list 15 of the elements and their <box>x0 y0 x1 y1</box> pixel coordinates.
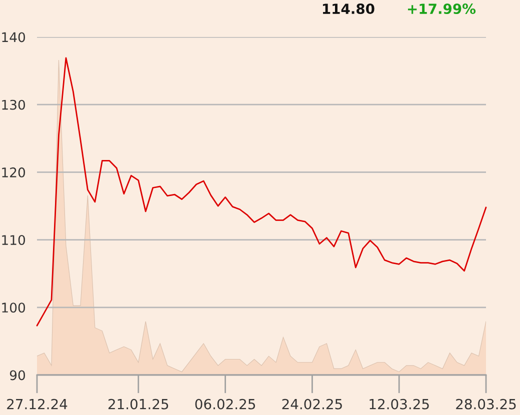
y-tick-label: 140 <box>2 32 26 42</box>
y-tick-label: 120 <box>2 167 26 178</box>
y-tick-label: 90 <box>10 370 26 380</box>
x-tick-label: 12.03.25 <box>370 398 429 410</box>
y-tick-label: 130 <box>2 100 26 110</box>
x-tick-label: 28.03.25 <box>456 398 516 410</box>
x-tick-label: 24.02.25 <box>282 398 342 410</box>
x-tick-label: 27.12.24 <box>7 398 68 410</box>
y-tick-label: 100 <box>2 302 26 313</box>
text: 114.80 <box>322 4 374 14</box>
x-tick-label: 21.01.25 <box>108 398 168 410</box>
text: +17.99% <box>408 4 476 14</box>
x-tick-label: 06.02.25 <box>195 398 255 410</box>
y-tick-label: 110 <box>2 235 26 245</box>
line-series <box>36 57 487 326</box>
